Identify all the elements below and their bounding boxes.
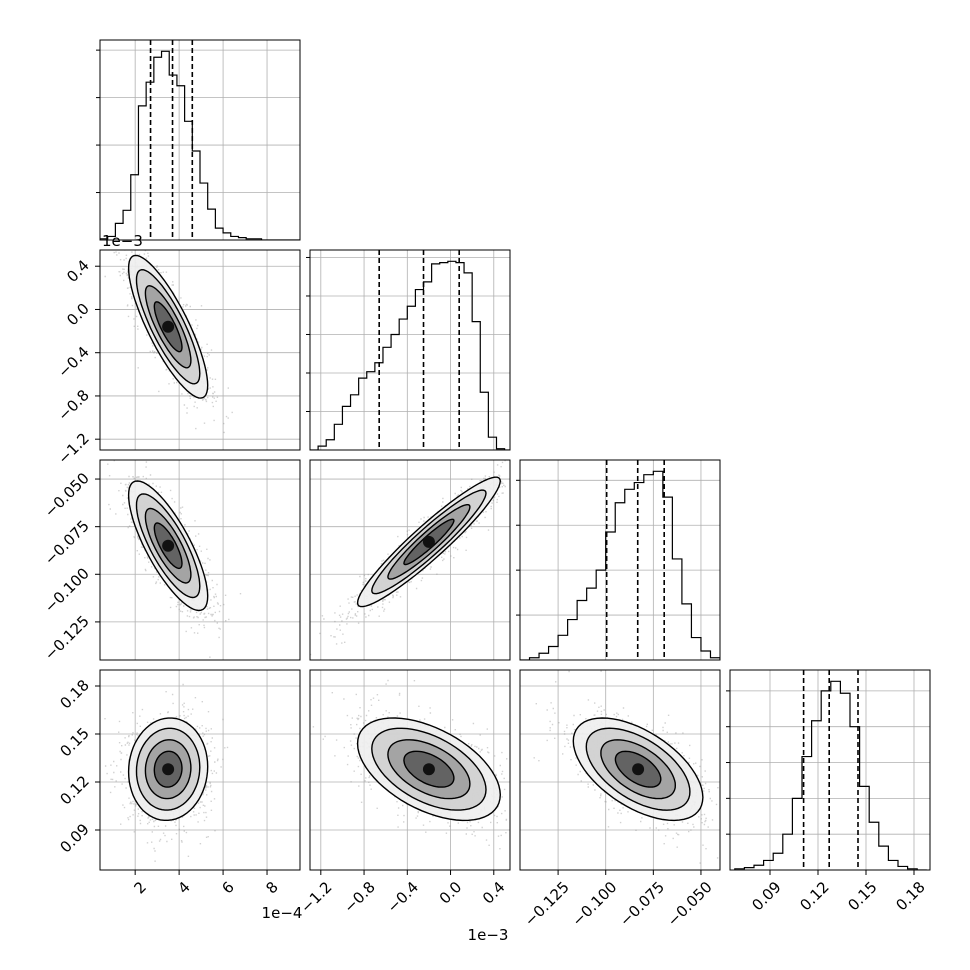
hist-panel-1 (306, 249, 511, 451)
xtick-label-1-0: −1.2 (297, 878, 335, 916)
hist-panel-0 (96, 39, 301, 241)
xtick-label-3-0: 0.09 (748, 878, 784, 914)
ytick-label-2-0: −0.125 (41, 612, 93, 664)
pair-3-0-peak (162, 763, 175, 776)
hist-2-frame (519, 459, 721, 661)
ytick-label-2-2: −0.075 (41, 517, 93, 569)
ytick-label-3-1: 0.12 (56, 772, 92, 808)
pair-2-1-peak (422, 535, 435, 548)
pair-panel-1-0 (100, 250, 300, 450)
pair-3-0-frame (99, 669, 301, 871)
pair-2-0-frame (99, 459, 301, 661)
hist-0-frame (99, 39, 301, 241)
ytick-label-2-1: −0.100 (41, 564, 93, 616)
xtick-label-0-2: 6 (218, 878, 237, 897)
xtick-label-3-2: 0.15 (844, 878, 880, 914)
hist-panel-3 (726, 669, 931, 871)
ytick-label-1-4: 0.4 (63, 256, 93, 286)
ytick-label-2-3: −0.050 (41, 469, 93, 521)
ytick-label-3-2: 0.15 (56, 724, 92, 760)
xtick-label-0-3: 8 (262, 878, 281, 897)
ytick-label-1-2: −0.4 (54, 343, 92, 381)
pair-panel-3-2 (520, 670, 720, 870)
xtick-label-2-3: −0.050 (664, 878, 716, 930)
xtick-label-1-1: −0.8 (340, 878, 378, 916)
xtick-label-1-4: 0.4 (479, 878, 509, 908)
pair-3-2-peak (632, 763, 645, 776)
ytick-label-3-0: 0.09 (56, 820, 92, 856)
ytick-label-1-1: −0.8 (54, 386, 92, 424)
ytick-label-1-0: −1.2 (54, 429, 92, 467)
y-offset-label-1: 1e−3 (102, 232, 143, 250)
hist-panel-2 (516, 459, 721, 661)
xtick-label-2-1: −0.100 (568, 878, 620, 930)
ytick-label-1-3: 0.0 (63, 300, 93, 330)
pair-3-0-scatter (104, 683, 229, 862)
pair-2-0-peak (162, 539, 175, 552)
hist-0-steps (100, 50, 300, 240)
pair-panel-3-0 (100, 670, 300, 870)
pair-panel-3-1 (310, 670, 510, 870)
pair-1-0-peak (162, 320, 175, 333)
pair-3-2-frame (519, 669, 721, 871)
pair-1-0-frame (99, 249, 301, 451)
hist-2-steps (520, 470, 720, 660)
xtick-label-1-2: −0.4 (384, 878, 422, 916)
x-offset-label-1: 1e−3 (468, 926, 509, 944)
xtick-label-1-3: 0.0 (436, 878, 466, 908)
x-offset-label-0: 1e−4 (262, 904, 303, 922)
pair-panel-2-0 (100, 460, 300, 660)
hist-3-frame (729, 669, 931, 871)
pair-2-1-frame (309, 459, 511, 661)
pair-3-1-frame (309, 669, 511, 871)
xtick-label-3-1: 0.12 (796, 878, 832, 914)
pair-3-1-peak (422, 763, 435, 776)
ytick-label-3-3: 0.18 (56, 676, 92, 712)
hist-1-steps (310, 260, 510, 450)
xtick-label-0-0: 2 (130, 878, 149, 897)
xtick-label-2-2: −0.075 (616, 878, 668, 930)
hist-3-steps (734, 680, 927, 870)
pair-panel-2-1 (310, 460, 510, 660)
hist-1-frame (309, 249, 511, 451)
xtick-label-2-0: −0.125 (521, 878, 573, 930)
xtick-label-3-3: 0.18 (892, 878, 928, 914)
xtick-label-0-1: 4 (174, 878, 193, 897)
